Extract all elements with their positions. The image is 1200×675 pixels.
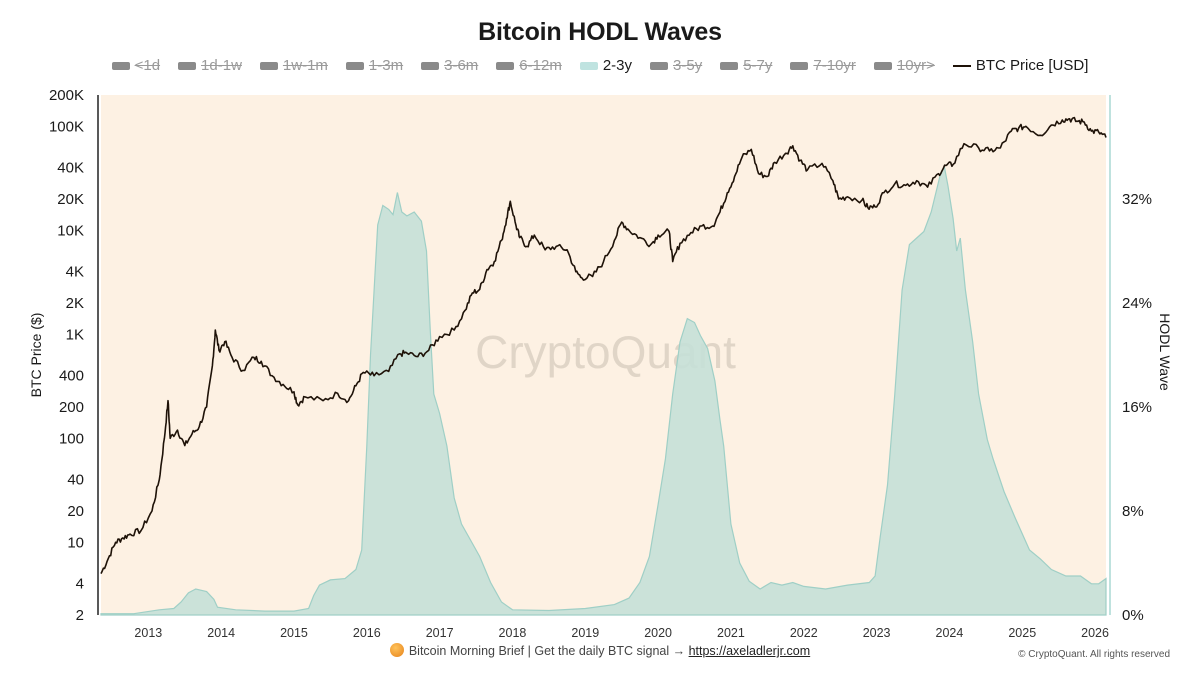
- x-tick-label: 2017: [426, 626, 454, 640]
- x-tick-label: 2020: [644, 626, 672, 640]
- legend-item-10[interactable]: 10yr>: [873, 57, 935, 74]
- legend-label: 5-7y: [743, 57, 773, 74]
- y-left-tick-label: 40: [67, 472, 84, 489]
- chart-title: Bitcoin HODL Waves: [478, 18, 722, 46]
- y-left-tick-label: 40K: [57, 160, 84, 177]
- y-left-axis-title: BTC Price ($): [28, 313, 44, 398]
- y-left-tick-label: 2K: [66, 295, 84, 312]
- x-tick-label: 2023: [863, 626, 891, 640]
- legend-item-5[interactable]: 6-12m: [496, 57, 562, 74]
- legend-label: 3-5y: [673, 57, 703, 74]
- legend-swatch: [345, 61, 364, 70]
- y-right-axis-title: HODL Wave: [1157, 313, 1173, 391]
- y-left-tick-label: 200: [59, 399, 84, 416]
- x-tick-label: 2026: [1081, 626, 1109, 640]
- y-left-tick-label: 4: [76, 576, 84, 593]
- legend-item-7[interactable]: 3-5y: [650, 57, 702, 74]
- x-tick-label: 2025: [1008, 626, 1036, 640]
- legend-label: 1d-1w: [201, 57, 242, 74]
- legend-swatch: [720, 61, 739, 70]
- footer: Bitcoin Morning Brief | Get the daily BT…: [0, 643, 1200, 658]
- legend-swatch: [650, 61, 669, 70]
- legend-item-8[interactable]: 5-7y: [720, 57, 772, 74]
- x-tick-label: 2013: [134, 626, 162, 640]
- legend-label: 7-10yr: [813, 57, 856, 74]
- x-tick-label: 2024: [936, 626, 964, 640]
- legend-item-3[interactable]: 1-3m: [345, 57, 404, 74]
- series-2-3y-area: [100, 164, 1107, 616]
- y-left-tick-label: 20K: [57, 191, 84, 208]
- y-left-tick-label: 10K: [57, 222, 84, 239]
- y-right-tick-label: 24%: [1122, 295, 1152, 312]
- y-right-tick-label: 0%: [1122, 607, 1144, 624]
- y-right-tick-label: 8%: [1122, 503, 1144, 520]
- legend-swatch: [790, 61, 809, 70]
- y-left-tick-label: 100K: [49, 118, 84, 135]
- legend-label: 10yr>: [896, 57, 935, 74]
- legend-swatch: [579, 61, 598, 70]
- y-left-tick-label: 4K: [66, 264, 84, 281]
- legend-label: 1-3m: [368, 57, 404, 74]
- legend-swatch: [111, 61, 130, 70]
- y-left-tick-label: 20: [67, 503, 84, 520]
- legend-item-9[interactable]: 7-10yr: [790, 57, 856, 74]
- footer-link[interactable]: https://axeladlerjr.com: [688, 644, 811, 658]
- legend-label: 2-3y: [602, 57, 633, 74]
- y-left-tick-label: 2: [76, 607, 84, 624]
- legend-label: BTC Price [USD]: [975, 57, 1089, 74]
- legend-label: 1w-1m: [282, 57, 328, 74]
- y-left-tick-label: 100: [59, 430, 84, 447]
- y-left-tick-label: 1K: [66, 326, 84, 343]
- legend-item-11[interactable]: BTC Price [USD]: [952, 57, 1089, 74]
- x-tick-label: 2015: [280, 626, 308, 640]
- legend-swatch: [496, 61, 515, 70]
- legend-item-6[interactable]: 2-3y: [579, 57, 633, 74]
- x-tick-label: 2019: [571, 626, 599, 640]
- legend-item-2[interactable]: 1w-1m: [259, 57, 328, 74]
- legend-item-1[interactable]: 1d-1w: [178, 57, 242, 74]
- x-tick-label: 2021: [717, 626, 745, 640]
- bitcoin-coin-icon: [389, 643, 404, 657]
- y-left-tick-label: 10: [67, 534, 84, 551]
- x-tick-label: 2014: [207, 626, 235, 640]
- legend-label: <1d: [134, 57, 161, 74]
- legend-swatch: [259, 61, 278, 70]
- legend-label: 3-6m: [444, 57, 479, 74]
- x-tick-label: 2016: [353, 626, 381, 640]
- legend-swatch: [952, 64, 971, 67]
- y-right-tick-label: 32%: [1122, 191, 1152, 208]
- y-right-tick-label: 16%: [1122, 399, 1152, 416]
- footer-text: Bitcoin Morning Brief | Get the daily BT…: [408, 644, 689, 658]
- chart-legend: <1d 1d-1w 1w-1m 1-3m 3-6m 6-12m 2-3y 3-5y 5-7y 7-…: [0, 57, 1200, 74]
- legend-label: 6-12m: [519, 57, 562, 74]
- legend-swatch: [178, 61, 197, 70]
- y-left-tick-label: 200K: [49, 87, 84, 104]
- legend-item-0[interactable]: <1d: [111, 57, 161, 74]
- y-left-tick-label: 400: [59, 368, 84, 385]
- x-tick-label: 2018: [499, 626, 527, 640]
- series-btc-price-line: [100, 116, 1107, 574]
- legend-swatch: [421, 61, 440, 70]
- copyright: © CryptoQuant. All rights reserved: [1018, 649, 1170, 660]
- legend-item-4[interactable]: 3-6m: [421, 57, 478, 74]
- x-tick-label: 2022: [790, 626, 818, 640]
- legend-swatch: [873, 61, 892, 70]
